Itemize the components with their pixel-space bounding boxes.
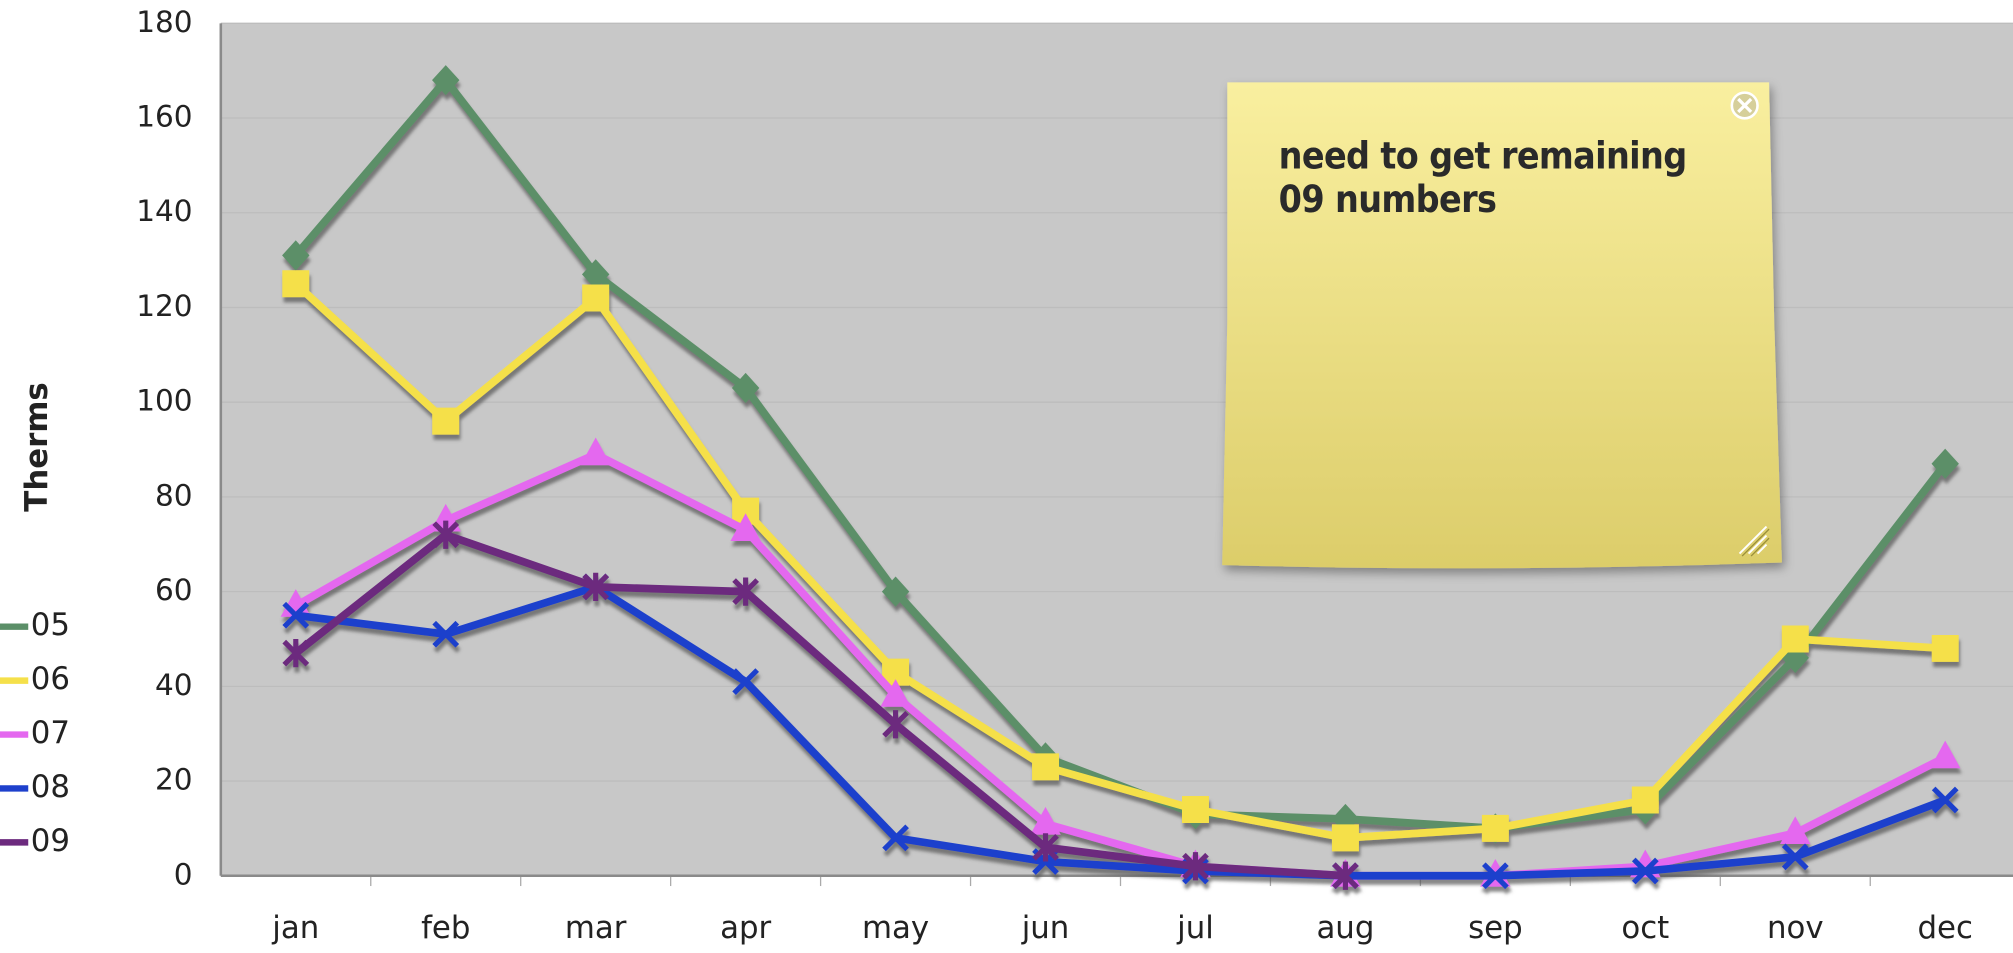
x-tick-label: feb [421, 910, 470, 946]
data-point [432, 620, 460, 648]
y-tick-label: 0 [174, 857, 193, 891]
data-point [432, 65, 460, 96]
data-point [1781, 843, 1809, 871]
x-tick-label: sep [1468, 910, 1523, 946]
sticky-note[interactable]: need to get remaining 09 numbers [1222, 82, 1782, 569]
data-point [282, 601, 310, 629]
y-tick-label: 100 [136, 384, 192, 418]
data-point [1032, 753, 1060, 781]
data-point [732, 497, 760, 525]
data-point [1931, 634, 1959, 662]
y-tick-label: 40 [155, 668, 193, 702]
note-close-button[interactable] [1730, 91, 1759, 120]
x-tick-label: jan [271, 910, 319, 946]
data-point [1931, 786, 1959, 814]
data-point [1631, 786, 1659, 814]
data-point [882, 824, 909, 852]
x-tick-label: mar [565, 910, 627, 946]
data-point [1332, 861, 1359, 890]
data-point [282, 240, 310, 271]
data-point [880, 679, 911, 707]
y-tick-label: 20 [155, 763, 193, 797]
note-text: need to get remaining 09 numbers [1278, 133, 1688, 222]
data-point [1032, 833, 1059, 862]
note-body: need to get remaining 09 numbers [1278, 133, 1688, 222]
data-point [731, 372, 760, 404]
data-point [1780, 816, 1811, 845]
legend-label: 07 [31, 715, 70, 751]
data-point [1181, 795, 1209, 823]
y-tick-label: 180 [136, 5, 192, 39]
series-line [295, 583, 1947, 880]
data-point [1182, 852, 1209, 881]
series-line [293, 280, 1946, 842]
data-point [1331, 824, 1359, 852]
data-point [282, 270, 310, 298]
series-line [293, 530, 1346, 880]
data-point [432, 407, 460, 435]
note-paper [1222, 82, 1782, 569]
y-tick-label: 120 [136, 289, 192, 323]
data-point [432, 520, 460, 549]
data-point [1482, 862, 1509, 890]
data-point [580, 437, 611, 466]
data-point [732, 668, 760, 695]
y-axis-label: Therms [19, 382, 55, 511]
data-point [1781, 625, 1809, 653]
x-tick-label: apr [720, 910, 771, 946]
x-tick-label: aug [1316, 910, 1374, 946]
y-tick-label: 140 [136, 194, 192, 228]
data-point [1930, 740, 1961, 769]
series-line [293, 450, 1947, 880]
data-point [732, 577, 760, 606]
data-point [730, 513, 761, 541]
data-point [1481, 814, 1509, 842]
y-tick-label: 160 [136, 100, 192, 134]
data-point [282, 639, 310, 668]
x-tick-label: jun [1021, 910, 1070, 946]
data-point [1931, 448, 1959, 479]
legend-label: 09 [31, 823, 70, 859]
data-point [881, 576, 910, 607]
legend-label: 06 [31, 661, 70, 697]
x-tick-label: jul [1176, 910, 1214, 946]
legend-label: 08 [31, 769, 70, 805]
y-tick-label: 80 [155, 478, 193, 512]
data-point [582, 284, 610, 312]
legend-label: 05 [31, 607, 70, 643]
x-tick-label: may [862, 910, 929, 946]
x-tick-label: nov [1767, 910, 1824, 946]
x-tick-label: dec [1917, 910, 1972, 946]
note-resize-grip[interactable] [1738, 525, 1770, 557]
data-point [582, 572, 610, 602]
data-point [1631, 857, 1659, 885]
data-point [882, 710, 909, 739]
y-tick-label: 60 [155, 573, 193, 607]
x-tick-label: oct [1621, 910, 1669, 946]
